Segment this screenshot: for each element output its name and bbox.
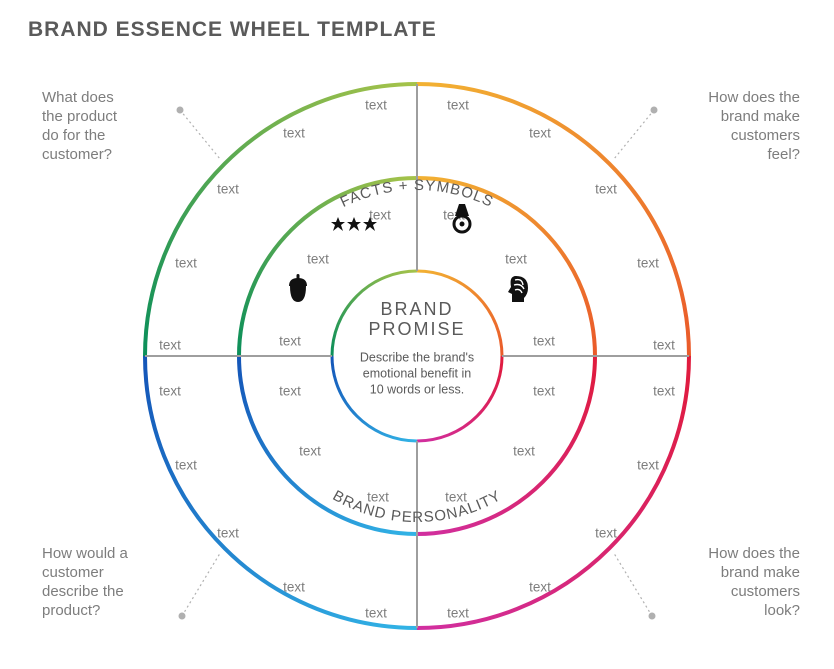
caption-br-2: customers: [731, 583, 800, 600]
slot-middle-bl-2: text: [279, 384, 301, 399]
caption-br-3: look?: [764, 602, 800, 619]
leader-dot-tl: [177, 107, 184, 114]
caption-tl-2: do for the: [42, 127, 105, 144]
leader-tr: [614, 110, 654, 159]
brain-head-icon: [508, 276, 528, 302]
slot-outer-br-3: text: [529, 580, 551, 595]
core-title-2: PROMISE: [368, 319, 465, 339]
leader-br: [614, 553, 652, 616]
slot-outer-tl-4: text: [159, 338, 181, 353]
caption-bl-3: product?: [42, 602, 100, 619]
caption-tl-1: the product: [42, 108, 118, 125]
slot-outer-bl-3: text: [175, 458, 197, 473]
core-desc-1: Describe the brand's: [360, 350, 474, 364]
slot-outer-br-1: text: [637, 458, 659, 473]
leader-tl: [180, 110, 220, 159]
slot-middle-br-0: text: [533, 384, 555, 399]
slot-middle-br-2: text: [445, 490, 467, 505]
slot-middle-tr-2: text: [533, 334, 555, 349]
caption-tl-0: What does: [42, 89, 114, 106]
brand-essence-wheel: BRANDPROMISE Describe the brand's emotiona…: [0, 0, 834, 669]
slot-middle-bl-1: text: [299, 444, 321, 459]
slot-middle-br-1: text: [513, 444, 535, 459]
slot-outer-bl-1: text: [283, 580, 305, 595]
stars-icon: [331, 217, 377, 231]
slot-outer-br-0: text: [653, 384, 675, 399]
slot-outer-tr-4: text: [653, 338, 675, 353]
caption-bl-1: customer: [42, 564, 104, 581]
slot-middle-tl-1: text: [307, 252, 329, 267]
caption-tr-0: How does the: [708, 89, 800, 106]
slot-outer-tr-1: text: [529, 126, 551, 141]
caption-tr-1: brand make: [721, 108, 800, 125]
core-desc-3: 10 words or less.: [370, 382, 464, 396]
leader-dot-tr: [651, 107, 658, 114]
slot-middle-tr-1: text: [505, 252, 527, 267]
slot-outer-bl-4: text: [159, 384, 181, 399]
slot-middle-tl-2: text: [279, 334, 301, 349]
slot-outer-tr-3: text: [637, 256, 659, 271]
slot-outer-br-2: text: [595, 526, 617, 541]
acorn-icon: [289, 274, 307, 302]
caption-tr-3: feel?: [767, 146, 800, 163]
slot-outer-bl-2: text: [217, 526, 239, 541]
slot-outer-br-4: text: [447, 606, 469, 621]
caption-br-1: brand make: [721, 564, 800, 581]
caption-bl-0: How would a: [42, 545, 129, 562]
slot-outer-tl-0: text: [365, 98, 387, 113]
slot-outer-tl-3: text: [175, 256, 197, 271]
slot-middle-tl-0: text: [369, 208, 391, 223]
leader-dot-br: [649, 613, 656, 620]
leader-bl: [182, 553, 220, 616]
slot-outer-tr-0: text: [447, 98, 469, 113]
caption-tl-3: customer?: [42, 146, 112, 163]
caption-br-0: How does the: [708, 545, 800, 562]
core-title-1: BRAND: [380, 299, 453, 319]
leader-dot-bl: [179, 613, 186, 620]
caption-bl-2: describe the: [42, 583, 124, 600]
slot-middle-bl-0: text: [367, 490, 389, 505]
slot-outer-tl-2: text: [217, 182, 239, 197]
core-desc-2: emotional benefit in: [363, 366, 471, 380]
slot-outer-bl-0: text: [365, 606, 387, 621]
slot-outer-tl-1: text: [283, 126, 305, 141]
caption-tr-2: customers: [731, 127, 800, 144]
slot-outer-tr-2: text: [595, 182, 617, 197]
